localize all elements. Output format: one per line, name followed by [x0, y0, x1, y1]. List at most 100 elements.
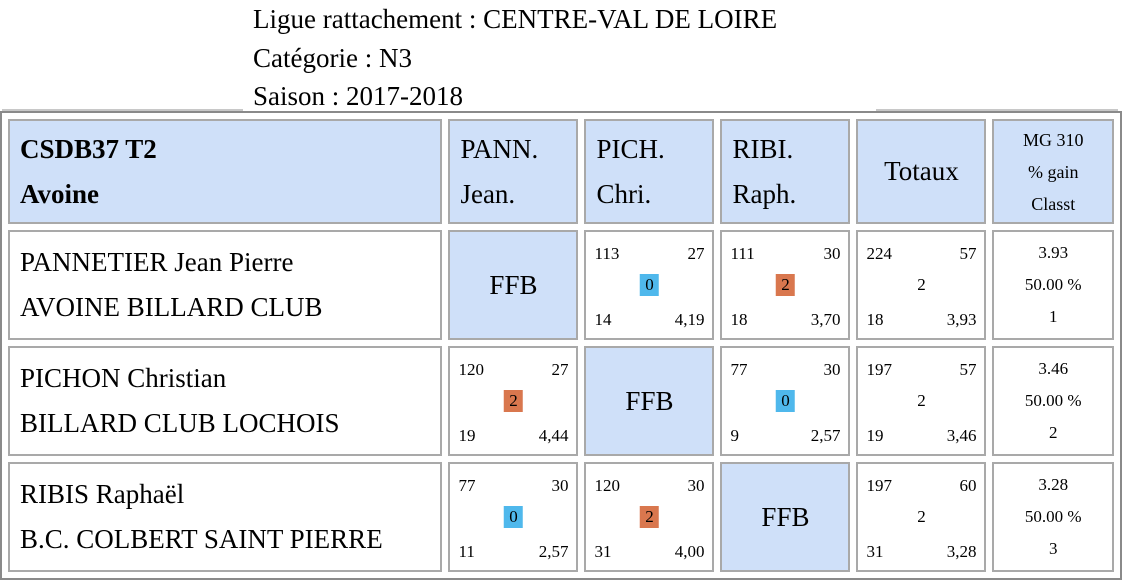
team-location: Avoine	[20, 178, 99, 209]
mg-header-line2: % gain	[1027, 161, 1079, 182]
mg-cell: 3.28 50.00 % 3	[992, 462, 1114, 572]
header-rule-right	[876, 109, 1118, 111]
column-header-line1: PICH.	[596, 133, 665, 164]
match-series: 14	[594, 310, 612, 329]
total-result: 2	[917, 275, 926, 294]
totals-cell: 224 57 2 18 3,93	[856, 230, 987, 340]
match-series: 18	[730, 310, 748, 329]
player-name-cell: RIBIS Raphaël B.C. COLBERT SAINT PIERRE	[8, 462, 443, 572]
match-points: 120	[594, 476, 620, 495]
column-header-line2: Chri.	[596, 178, 652, 209]
match-innings: 30	[687, 476, 705, 495]
mg-header-line3: Classt	[1031, 193, 1076, 214]
match-innings: 27	[687, 244, 705, 263]
totals-header: Totaux	[856, 119, 987, 224]
match-points: 113	[594, 244, 620, 263]
player-row: RIBIS Raphaël B.C. COLBERT SAINT PIERRE …	[8, 462, 1114, 572]
column-header-line2: Raph.	[732, 178, 797, 209]
competition-header: Ligue rattachement : CENTRE-VAL DE LOIRE…	[253, 0, 777, 116]
ffb-cell: FFB	[720, 462, 851, 572]
match-result-badge: 2	[640, 506, 659, 528]
column-header-line1: PANN.	[460, 133, 539, 164]
match-result-badge: 0	[640, 274, 659, 296]
match-innings: 27	[551, 360, 569, 379]
match-series: 31	[594, 542, 612, 561]
total-innings: 57	[959, 360, 977, 379]
total-average: 3,28	[946, 542, 977, 561]
match-points: 120	[458, 360, 484, 379]
ffb-cell: FFB	[448, 230, 579, 340]
mg-cell: 3.46 50.00 % 2	[992, 346, 1114, 456]
totals-cell: 197 57 2 19 3,46	[856, 346, 987, 456]
player-name: PICHON Christian	[20, 363, 227, 393]
total-result: 2	[917, 507, 926, 526]
match-cell: 113 27 0 14 4,19	[584, 230, 715, 340]
header-rule-left	[2, 109, 243, 111]
mg-average: 3.93	[1038, 243, 1069, 262]
mg-rank: 3	[1048, 539, 1058, 558]
match-result-badge: 2	[776, 274, 795, 296]
player-name-cell: PICHON Christian BILLARD CLUB LOCHOIS	[8, 346, 443, 456]
total-result: 2	[917, 391, 926, 410]
total-points: 197	[866, 476, 892, 495]
match-average: 4,19	[674, 310, 705, 329]
match-result-badge: 2	[504, 390, 523, 412]
match-series: 19	[458, 426, 476, 445]
column-header-line2: Jean.	[460, 178, 516, 209]
match-cell: 111 30 2 18 3,70	[720, 230, 851, 340]
match-innings: 30	[823, 360, 841, 379]
totals-cell: 197 60 2 31 3,28	[856, 462, 987, 572]
match-points: 77	[458, 476, 476, 495]
player-row: PANNETIER Jean Pierre AVOINE BILLARD CLU…	[8, 230, 1114, 340]
player-column-header: RIBI. Raph.	[720, 119, 851, 224]
mg-header-line1: MG 310	[1022, 129, 1084, 150]
match-average: 2,57	[810, 426, 841, 445]
match-series: 9	[730, 426, 739, 445]
categorie-line: Catégorie : N3	[253, 42, 412, 73]
ligue-line: Ligue rattachement : CENTRE-VAL DE LOIRE	[253, 4, 778, 34]
player-row: PICHON Christian BILLARD CLUB LOCHOIS 12…	[8, 346, 1114, 456]
match-cell: 120 27 2 19 4,44	[448, 346, 579, 456]
total-average: 3,93	[946, 310, 977, 329]
mg-cell: 3.93 50.00 % 1	[992, 230, 1114, 340]
player-club: B.C. COLBERT SAINT PIERRE	[20, 524, 383, 554]
total-innings: 57	[959, 244, 977, 263]
match-average: 4,00	[674, 542, 705, 561]
player-name: RIBIS Raphaël	[20, 479, 185, 509]
total-series: 19	[866, 426, 884, 445]
results-table: CSDB37 T2 Avoine PANN. Jean. PICH. Chri.…	[0, 111, 1122, 580]
header-row: CSDB37 T2 Avoine PANN. Jean. PICH. Chri.…	[8, 119, 1114, 224]
mg-percent: 50.00 %	[1024, 391, 1082, 410]
total-average: 3,46	[946, 426, 977, 445]
match-average: 4,44	[538, 426, 569, 445]
player-club: AVOINE BILLARD CLUB	[20, 292, 323, 322]
player-column-header: PANN. Jean.	[448, 119, 579, 224]
column-header-line1: RIBI.	[732, 133, 794, 164]
match-innings: 30	[551, 476, 569, 495]
team-code: CSDB37 T2	[20, 133, 157, 164]
total-series: 18	[866, 310, 884, 329]
saison-line: Saison : 2017-2018	[253, 81, 464, 111]
mg-percent: 50.00 %	[1024, 507, 1082, 526]
team-header-cell: CSDB37 T2 Avoine	[8, 119, 443, 224]
match-cell: 120 30 2 31 4,00	[584, 462, 715, 572]
match-points: 77	[730, 360, 748, 379]
player-name-cell: PANNETIER Jean Pierre AVOINE BILLARD CLU…	[8, 230, 443, 340]
match-cell: 77 30 0 9 2,57	[720, 346, 851, 456]
match-innings: 30	[823, 244, 841, 263]
match-result-badge: 0	[504, 506, 523, 528]
mg-header: MG 310 % gain Classt	[992, 119, 1114, 224]
match-series: 11	[458, 542, 475, 561]
total-points: 224	[866, 244, 892, 263]
match-average: 3,70	[810, 310, 841, 329]
player-club: BILLARD CLUB LOCHOIS	[20, 408, 340, 438]
total-points: 197	[866, 360, 892, 379]
total-innings: 60	[959, 476, 977, 495]
player-column-header: PICH. Chri.	[584, 119, 715, 224]
mg-rank: 1	[1048, 307, 1058, 326]
total-series: 31	[866, 542, 884, 561]
match-points: 111	[730, 244, 755, 263]
match-result-badge: 0	[776, 390, 795, 412]
mg-percent: 50.00 %	[1024, 275, 1082, 294]
match-cell: 77 30 0 11 2,57	[448, 462, 579, 572]
